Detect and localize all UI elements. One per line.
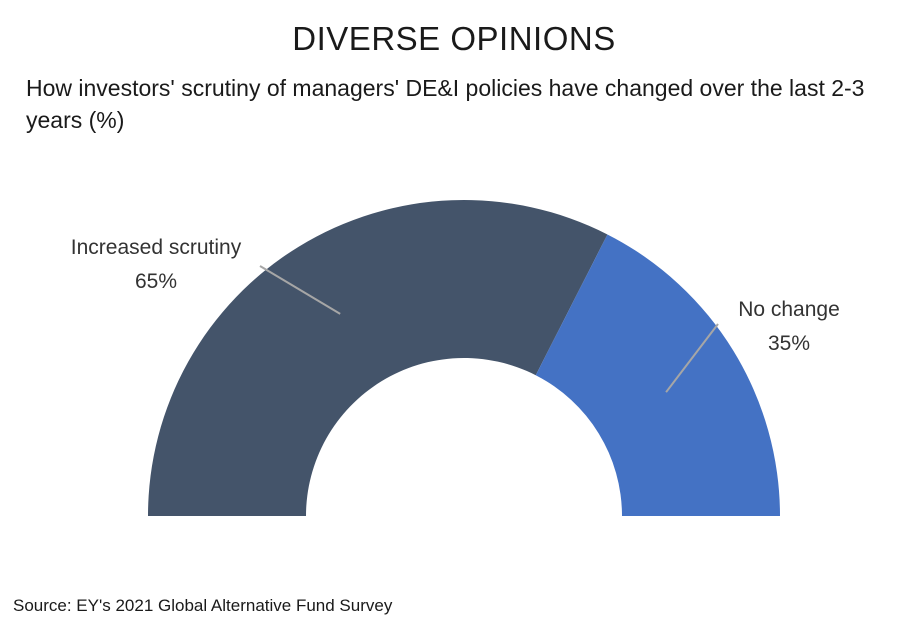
leader-line-2 (665, 323, 719, 393)
chart-slices (148, 199, 780, 516)
leader-line-1 (259, 265, 341, 315)
slice-label: No change (738, 298, 840, 321)
source-note: Source: EY's 2021 Global Alternative Fun… (13, 596, 393, 615)
half-donut-chart: Increased scrutiny 65% No change 35% (71, 199, 840, 516)
chart-leader-lines (259, 265, 719, 393)
chart-subtitle: How investors' scrutiny of managers' DE&… (26, 75, 865, 133)
chart-title: DIVERSE OPINIONS (292, 20, 616, 57)
slice-no-change (535, 234, 780, 516)
slice-label: Increased scrutiny (71, 236, 242, 259)
slice-value-label: 65% (135, 270, 177, 293)
slice-increased-scrutiny (148, 199, 608, 516)
chart-data-labels: Increased scrutiny 65% No change 35% (71, 236, 840, 355)
slice-value-label: 35% (768, 332, 810, 355)
